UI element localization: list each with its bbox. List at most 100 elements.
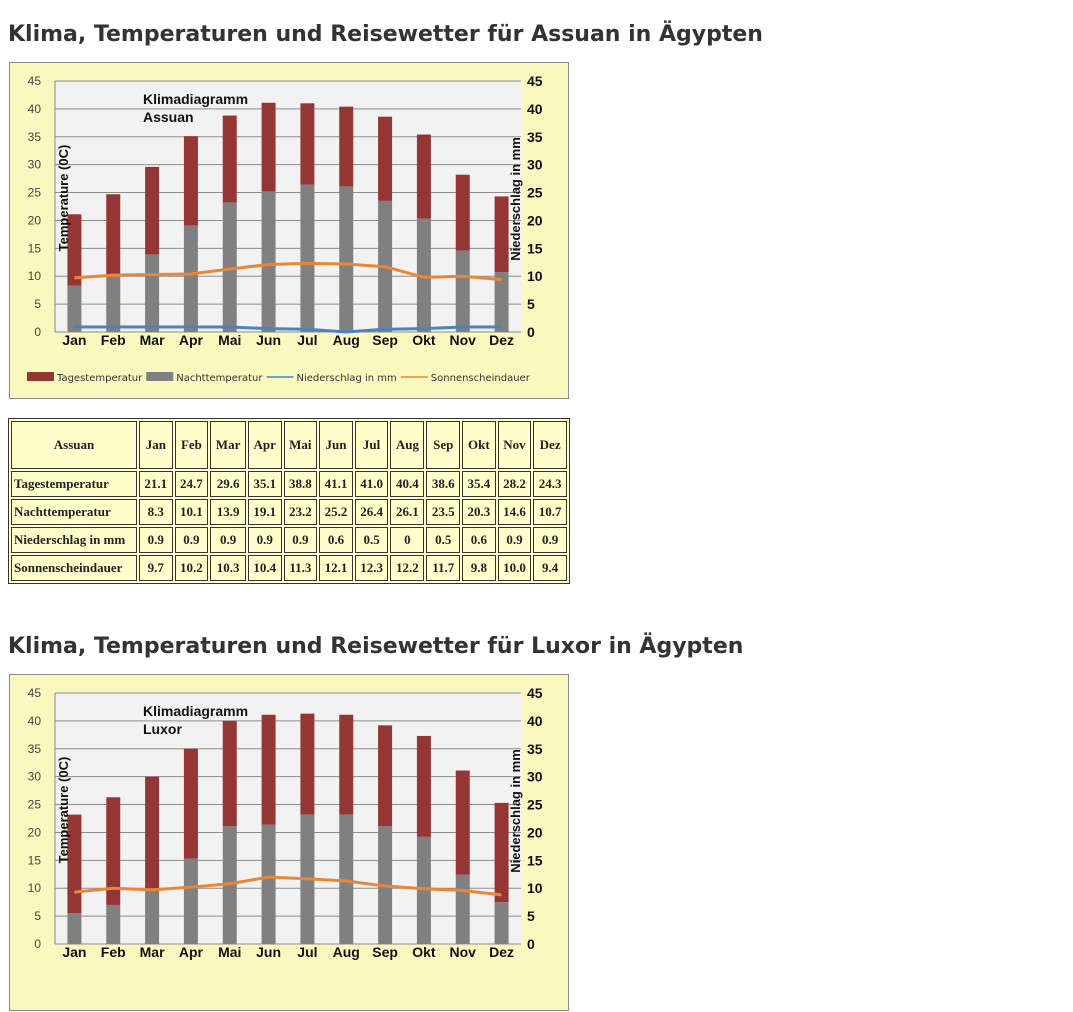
plot-area — [55, 81, 521, 332]
table-cell: 0.6 — [462, 527, 496, 553]
table-cell: 11.7 — [426, 555, 461, 581]
table-cell: 0.9 — [283, 527, 318, 553]
bar-tagestemperatur — [300, 103, 315, 185]
bar-nachttemperatur — [67, 913, 82, 944]
month-header: Apr — [247, 421, 282, 469]
y-tick-label: 20 — [28, 825, 42, 839]
y2-tick-label: 45 — [527, 73, 543, 89]
month-header: Feb — [174, 421, 209, 469]
x-tick-label: Jan — [62, 944, 86, 960]
y-tick-label: 40 — [28, 714, 42, 728]
y2-tick-label: 30 — [527, 769, 543, 785]
legend-label: Nachttemperatur — [176, 373, 263, 384]
table-cell: 0.9 — [533, 527, 567, 553]
table-cell: 11.3 — [283, 555, 318, 581]
y2-tick-label: 35 — [527, 741, 543, 757]
y2-tick-label: 5 — [527, 296, 535, 312]
y-tick-label: 10 — [28, 881, 42, 895]
table-row: Niederschlag in mm 0.9 0.9 0.9 0.9 0.9 0.6 0.5 0… — [11, 527, 567, 553]
table-cell: 38.8 — [283, 471, 318, 497]
section-heading-luxor: Klima, Temperaturen und Reisewetter für … — [8, 634, 744, 659]
bar-tagestemperatur — [416, 735, 431, 837]
y-tick-label: 5 — [34, 909, 41, 923]
y-tick-label: 0 — [34, 325, 41, 339]
table-cell: 10.7 — [533, 499, 567, 525]
table-cell: 14.6 — [497, 499, 532, 525]
table-cell: 10.0 — [497, 555, 532, 581]
bar-nachttemperatur — [145, 254, 160, 332]
x-tick-label: Dez — [489, 332, 514, 348]
bar-nachttemperatur — [222, 202, 237, 332]
table-cell: 26.1 — [390, 499, 425, 525]
row-label: Niederschlag in mm — [11, 527, 137, 553]
climate-chart-luxor: 0 0 5 5 10 10 15 15 20 20 25 25 30 30 35 35 40 40 45 45 Jan F… — [9, 674, 569, 1011]
y-tick-label: 45 — [28, 74, 42, 88]
x-tick-label: Feb — [101, 944, 126, 960]
y-tick-label: 35 — [28, 742, 42, 756]
month-header: Jul — [354, 421, 389, 469]
table-cell: 9.7 — [139, 555, 173, 581]
bar-tagestemperatur — [67, 814, 82, 914]
bar-nachttemperatur — [494, 902, 509, 944]
y2-tick-label: 35 — [527, 129, 543, 145]
line-sonnenscheindauer — [74, 261, 502, 282]
table-cell: 0.9 — [210, 527, 246, 553]
y-tick-label: 40 — [28, 102, 42, 116]
table-cell: 9.4 — [533, 555, 567, 581]
table-cell: 10.2 — [174, 555, 209, 581]
table-cell: 12.3 — [354, 555, 389, 581]
x-tick-label: Nov — [450, 944, 477, 960]
x-tick-label: Okt — [412, 944, 436, 960]
y-tick-label: 30 — [28, 770, 42, 784]
table-cell: 23.2 — [283, 499, 318, 525]
bar-tagestemperatur — [378, 116, 393, 201]
y-tick-label: 5 — [34, 297, 41, 311]
table-row: Sonnenscheindauer 9.7 10.2 10.3 10.4 11.3 12.1… — [11, 555, 567, 581]
y-tick-label: 10 — [28, 269, 42, 283]
month-header: Sep — [426, 421, 461, 469]
x-tick-label: Jun — [256, 332, 281, 348]
y2-tick-label: 30 — [527, 157, 543, 173]
table-corner: Assuan — [11, 421, 137, 469]
table-cell: 0.5 — [426, 527, 461, 553]
bar-tagestemperatur — [455, 770, 470, 875]
table-cell: 41.1 — [319, 471, 353, 497]
table-cell: 10.1 — [174, 499, 209, 525]
month-header: Okt — [462, 421, 496, 469]
table-cell: 35.4 — [462, 471, 496, 497]
row-label: Nachttemperatur — [11, 499, 137, 525]
table-row: Nachttemperatur 8.3 10.1 13.9 19.1 23.2 25.2 26… — [11, 499, 567, 525]
table-cell: 13.9 — [210, 499, 246, 525]
table-cell: 38.6 — [426, 471, 461, 497]
month-header: Mai — [283, 421, 318, 469]
x-tick-label: Apr — [179, 944, 204, 960]
chart-title: Klimadiagramm — [143, 91, 248, 107]
table-cell: 0 — [390, 527, 425, 553]
table-cell: 19.1 — [247, 499, 282, 525]
table-cell: 20.3 — [462, 499, 496, 525]
x-tick-label: Sep — [372, 944, 398, 960]
y-tick-label: 45 — [28, 686, 42, 700]
x-tick-label: Jan — [62, 332, 86, 348]
bar-tagestemperatur — [106, 797, 121, 905]
y2-tick-label: 15 — [527, 852, 543, 868]
table-cell: 25.2 — [319, 499, 353, 525]
climate-table-assuan: Assuan Jan Feb Mar Apr Mai Jun Jul Aug Sep Okt Nov D… — [8, 418, 570, 584]
table-cell: 0.5 — [354, 527, 389, 553]
bar-nachttemperatur — [261, 191, 276, 332]
section-heading-assuan: Klima, Temperaturen und Reisewetter für … — [8, 22, 763, 47]
bar-nachttemperatur — [416, 218, 431, 332]
bar-tagestemperatur — [416, 134, 431, 219]
y2-tick-label: 25 — [527, 797, 543, 813]
table-cell: 0.9 — [139, 527, 173, 553]
bar-tagestemperatur — [183, 748, 198, 859]
bar-nachttemperatur — [106, 904, 121, 944]
y-tick-label: 25 — [28, 186, 42, 200]
bar-tagestemperatur — [183, 136, 198, 226]
legend-label: Niederschlag in mm — [297, 373, 397, 384]
y2-tick-label: 5 — [527, 908, 535, 924]
table-cell: 23.5 — [426, 499, 461, 525]
x-tick-label: Mar — [140, 332, 165, 348]
line-sonnenscheindauer — [74, 875, 502, 897]
table-cell: 0.9 — [247, 527, 282, 553]
